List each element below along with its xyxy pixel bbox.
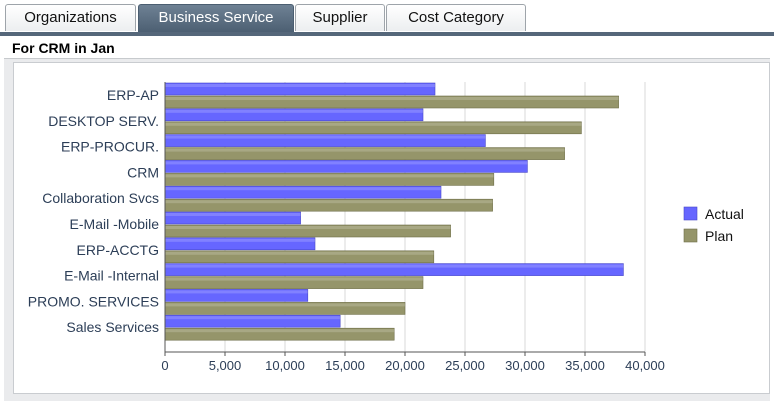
x-tick-label: 25,000: [445, 358, 485, 373]
tab-business-service[interactable]: Business Service: [138, 4, 294, 33]
legend-label-plan: Plan: [705, 228, 733, 244]
bar-highlight: [165, 161, 528, 165]
bar-highlight: [165, 303, 405, 307]
tab-bar: Organizations Business Service Supplier …: [0, 0, 774, 37]
category-label: E-Mail -Internal: [64, 268, 159, 284]
bar-highlight: [165, 84, 435, 87]
category-label: PROMO. SERVICES: [28, 293, 159, 309]
legend-swatch-actual: [683, 206, 698, 221]
legend-label-actual: Actual: [705, 206, 744, 222]
x-tick-label: 10,000: [265, 358, 305, 373]
tab-cost-category[interactable]: Cost Category: [386, 4, 526, 31]
bar-highlight: [165, 187, 441, 191]
bar-highlight: [165, 213, 301, 216]
bar-highlight: [165, 174, 494, 178]
chart-legend: Actual Plan: [683, 206, 744, 244]
x-tick-label: 35,000: [565, 358, 605, 373]
x-tick-label: 30,000: [505, 358, 545, 373]
category-label: CRM: [127, 164, 159, 180]
bar-highlight: [165, 109, 423, 113]
bar-highlight: [165, 277, 423, 281]
x-tick-labels: 0 5,000 10,000 15,000 20,000 25,000 30,000 35,0…: [161, 358, 665, 373]
x-tick-label: 20,000: [385, 358, 425, 373]
x-tick-label: 0: [161, 358, 168, 373]
category-label: DESKTOP SERV.: [48, 113, 159, 129]
tab-supplier[interactable]: Supplier: [295, 4, 385, 31]
tab-organizations[interactable]: Organizations: [5, 4, 136, 31]
bar-highlight: [165, 135, 486, 139]
category-label: ERP-PROCUR.: [61, 139, 159, 155]
bar-highlight: [165, 329, 395, 333]
tab-bar-divider: [0, 32, 774, 36]
bar-highlight: [165, 316, 341, 320]
bar-highlight: [165, 290, 308, 294]
category-label: ERP-ACCTG: [77, 242, 159, 258]
x-tick-label: 40,000: [625, 358, 665, 373]
bar-highlight: [165, 97, 619, 100]
bar-highlight: [165, 148, 565, 152]
x-tick-label: 5,000: [209, 358, 242, 373]
category-labels: ERP-AP DESKTOP SERV. ERP-PROCUR. CRM Collabo…: [28, 87, 159, 335]
bar-highlight: [165, 226, 451, 229]
category-label: Collaboration Svcs: [42, 190, 159, 206]
bar-highlight: [165, 264, 624, 268]
chart-axes: [164, 82, 646, 356]
bar-highlight: [165, 122, 582, 126]
section-title: For CRM in Jan: [12, 40, 115, 56]
bar-highlight: [165, 251, 434, 255]
bar-highlight: [165, 200, 493, 204]
category-label: ERP-AP: [107, 87, 159, 103]
chart-bars: [164, 82, 624, 341]
category-label: E-Mail -Mobile: [70, 216, 160, 232]
bar-highlight: [165, 238, 315, 242]
legend-swatch-plan: [683, 228, 698, 243]
x-tick-label: 15,000: [325, 358, 365, 373]
category-label: Sales Services: [66, 319, 159, 335]
